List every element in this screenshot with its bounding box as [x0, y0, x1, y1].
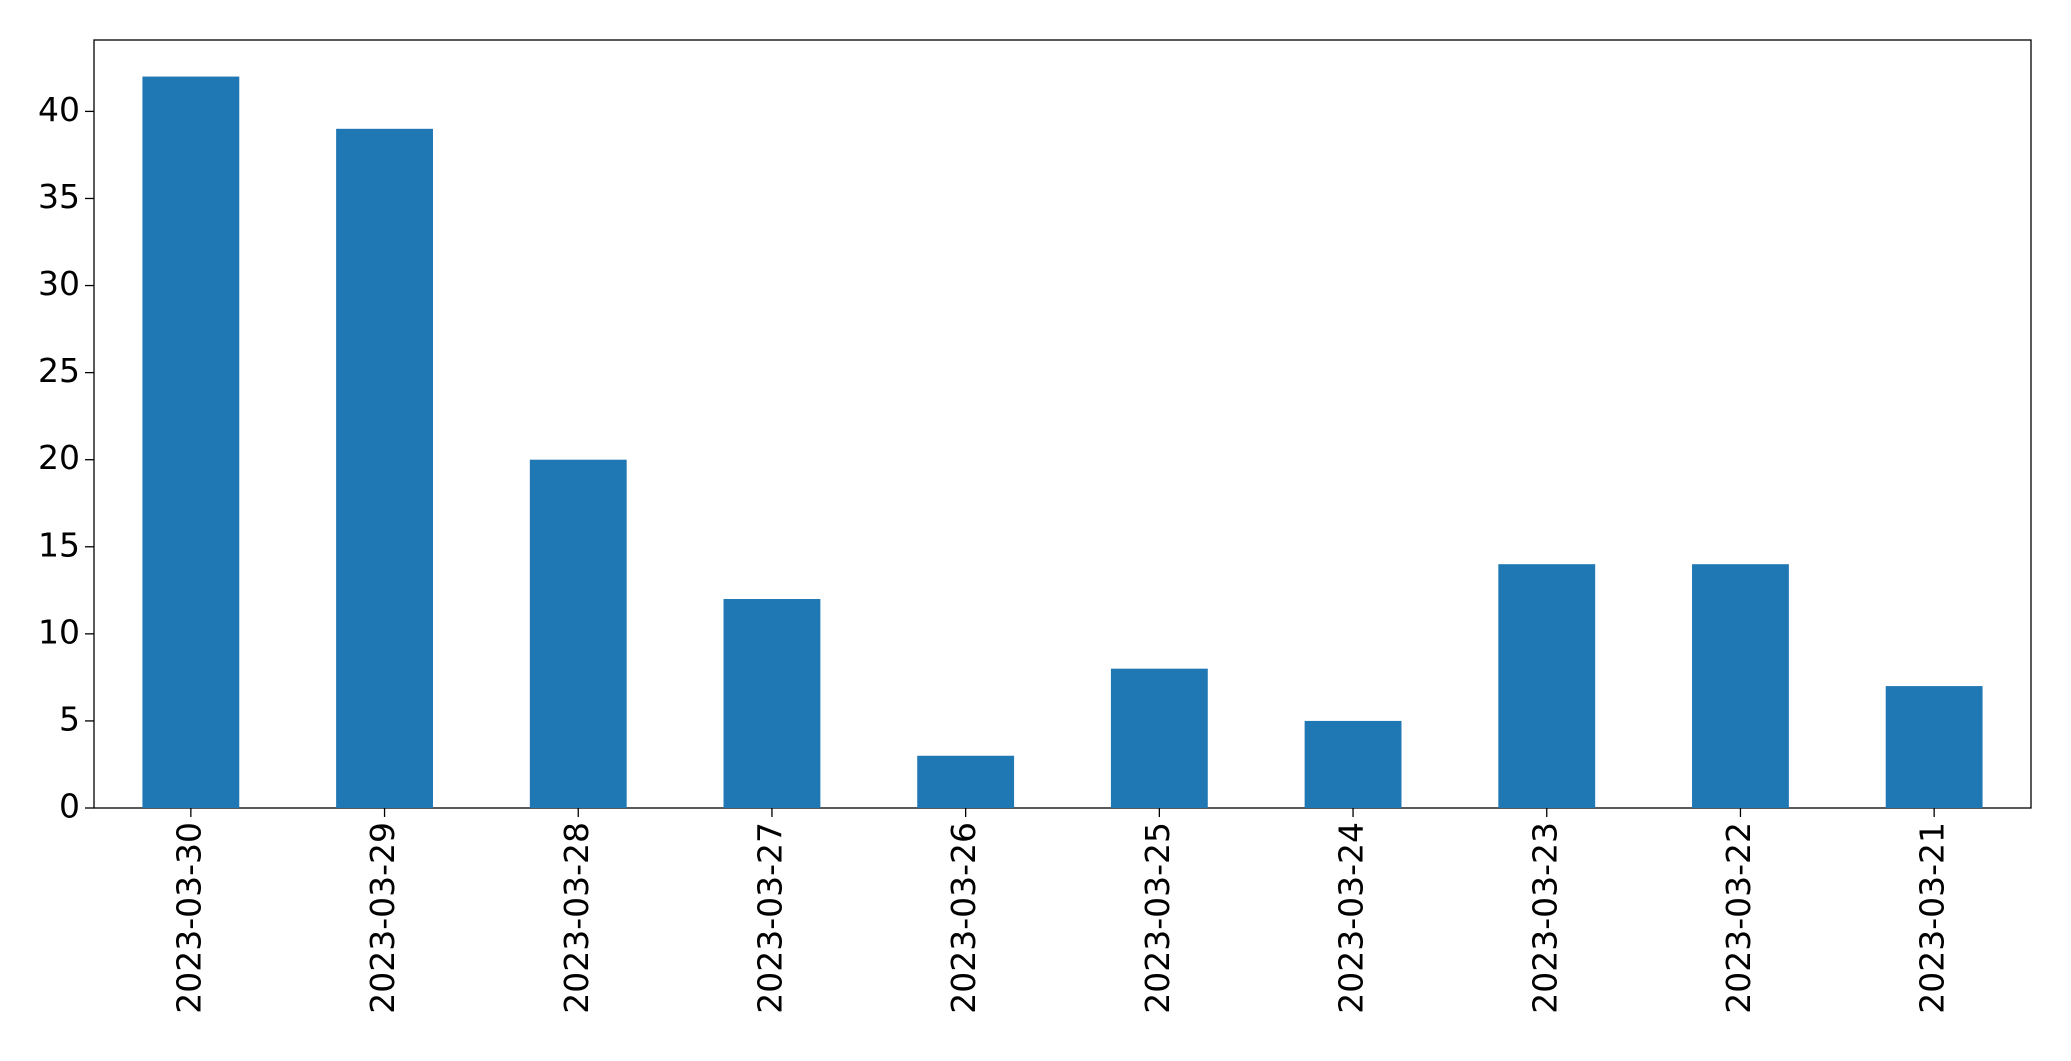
x-tick-label: 2023-03-30: [169, 822, 208, 1014]
bar: [336, 128, 433, 808]
x-tick-label: 2023-03-25: [1138, 822, 1177, 1014]
x-tick-label: 2023-03-28: [557, 822, 596, 1014]
bar: [142, 76, 240, 809]
y-tick-label: 10: [38, 612, 80, 651]
x-tick-label: 2023-03-22: [1719, 822, 1758, 1014]
x-tick-label: 2023-03-24: [1332, 822, 1371, 1014]
y-tick-label: 5: [59, 699, 80, 738]
y-tick-label: 35: [38, 177, 80, 216]
x-tick-label: 2023-03-29: [363, 822, 402, 1014]
bar: [1110, 668, 1208, 808]
bar: [1498, 564, 1596, 808]
y-tick-label: 20: [38, 438, 80, 477]
y-tick-label: 40: [38, 90, 80, 129]
bar: [529, 459, 627, 808]
bar: [1885, 686, 1983, 808]
x-tick-label: 2023-03-23: [1525, 822, 1564, 1014]
bar: [917, 755, 1015, 808]
y-tick-label: 30: [38, 264, 80, 303]
x-tick-label: 2023-03-27: [750, 822, 789, 1014]
bar: [723, 599, 821, 808]
axes-frame: [93, 39, 2032, 809]
y-tick-label: 0: [59, 787, 80, 826]
y-tick-label: 25: [38, 351, 80, 390]
x-tick-label: 2023-03-26: [944, 822, 983, 1014]
bar: [1692, 564, 1789, 808]
bar: [1304, 720, 1402, 808]
x-tick-label: 2023-03-21: [1913, 822, 1952, 1014]
y-tick-label: 15: [38, 525, 80, 564]
